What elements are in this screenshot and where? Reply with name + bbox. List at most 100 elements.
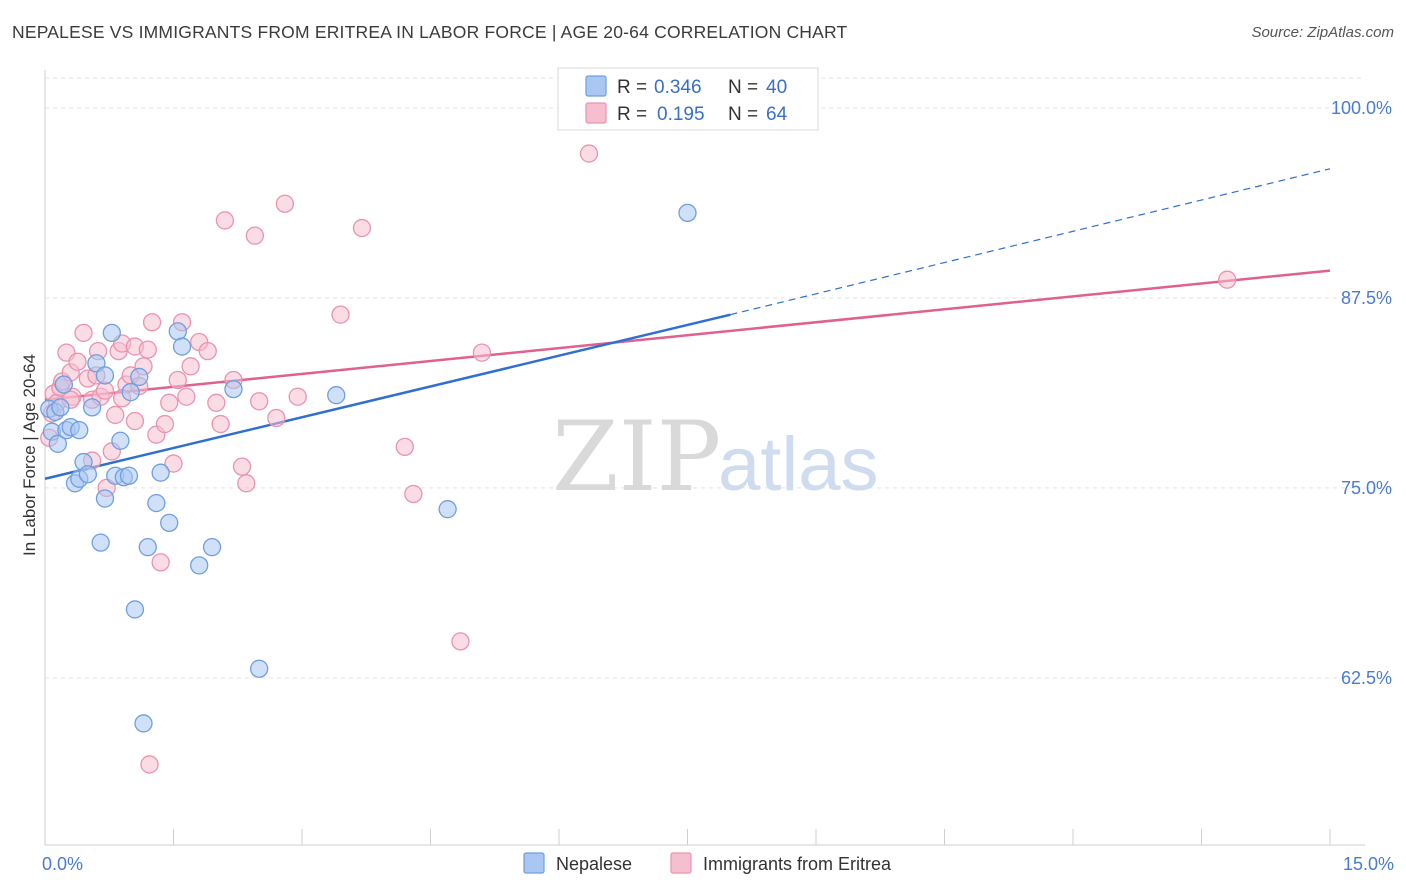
bottom-legend-swatch-nepalese	[523, 852, 545, 874]
point-nepalese	[95, 366, 115, 385]
point-nepalese	[224, 379, 243, 399]
point-eritrea	[472, 343, 492, 362]
point-nepalese	[168, 322, 187, 341]
trendline-nepalese	[44, 313, 731, 480]
point-nepalese	[327, 386, 346, 405]
legend-r-value-eritrea: 0.195	[657, 104, 705, 125]
watermark-atlas: atlas	[718, 422, 879, 507]
legend-top: R = 0.346 N = 40 R = 0.195 N = 64	[557, 67, 819, 131]
y-tick-label: 62.5%	[1341, 668, 1392, 688]
legend-swatch-eritrea	[585, 102, 607, 124]
point-nepalese	[119, 466, 139, 485]
watermark-zip: ZIP	[552, 401, 721, 513]
point-eritrea	[151, 553, 170, 572]
bottom-legend-label-nepalese: Nepalese	[556, 854, 632, 874]
point-eritrea	[267, 408, 286, 428]
points-layer	[40, 144, 1237, 774]
point-eritrea	[245, 226, 265, 245]
legend-n-label-nepalese: N =	[728, 77, 758, 98]
point-eritrea	[95, 381, 115, 400]
point-nepalese	[48, 434, 67, 453]
y-tick-label: 75.0%	[1341, 478, 1392, 498]
point-eritrea	[579, 144, 599, 163]
trendline-nepalese-extension	[730, 168, 1331, 316]
point-eritrea	[177, 387, 196, 406]
point-nepalese	[138, 538, 157, 557]
point-eritrea	[160, 393, 179, 412]
legend-bottom: Nepalese Immigrants from Eritrea	[523, 852, 892, 874]
point-eritrea	[1218, 270, 1237, 289]
x-tick-label: 0.0%	[42, 854, 83, 874]
point-nepalese	[125, 600, 145, 619]
point-nepalese	[51, 398, 70, 417]
point-nepalese	[78, 465, 97, 484]
point-eritrea	[140, 755, 159, 774]
point-nepalese	[91, 533, 110, 552]
legend-n-value-eritrea: 64	[766, 104, 788, 125]
point-eritrea	[106, 405, 125, 425]
axes-layer: 62.5% 75.0% 87.5% 100.0% 0.0% 15.0%	[42, 70, 1394, 874]
point-eritrea	[211, 414, 230, 434]
point-nepalese	[190, 556, 209, 575]
point-nepalese	[70, 420, 89, 440]
point-nepalese	[95, 489, 115, 508]
point-nepalese	[160, 513, 179, 532]
point-nepalese	[102, 323, 121, 343]
point-eritrea	[207, 393, 226, 412]
legend-r-label-nepalese: R =	[617, 77, 647, 98]
legend-r-value-nepalese: 0.346	[654, 77, 702, 98]
chart-title: NEPALESE VS IMMIGRANTS FROM ERITREA IN L…	[12, 22, 848, 42]
point-nepalese	[134, 714, 153, 733]
trend-layer	[44, 168, 1331, 480]
point-eritrea	[288, 387, 307, 406]
legend-n-label-eritrea: N =	[728, 104, 758, 125]
point-eritrea	[215, 211, 235, 230]
bottom-legend-label-eritrea: Immigrants from Eritrea	[703, 854, 892, 874]
point-eritrea	[74, 323, 93, 343]
point-nepalese	[202, 538, 222, 557]
point-eritrea	[237, 474, 256, 493]
point-nepalese	[678, 203, 697, 222]
source-label: Source: ZipAtlas.com	[1251, 24, 1394, 41]
point-nepalese	[82, 398, 102, 417]
point-eritrea	[68, 352, 87, 371]
point-eritrea	[181, 357, 200, 376]
point-eritrea	[232, 457, 252, 476]
point-eritrea	[275, 194, 295, 213]
point-nepalese	[111, 431, 130, 450]
point-eritrea	[168, 370, 187, 390]
y-tick-label: 87.5%	[1341, 288, 1392, 308]
point-eritrea	[451, 632, 470, 651]
point-nepalese	[250, 659, 269, 678]
point-nepalese	[147, 493, 166, 513]
point-eritrea	[404, 484, 423, 504]
point-nepalese	[121, 383, 140, 402]
grid-layer	[45, 77, 1365, 679]
bottom-legend-swatch-eritrea	[670, 852, 692, 874]
x-tick-label: 15.0%	[1343, 854, 1394, 874]
legend-swatch-nepalese	[585, 75, 607, 97]
point-nepalese	[54, 375, 73, 394]
point-eritrea	[142, 313, 162, 332]
point-nepalese	[438, 500, 457, 519]
watermark: ZIP atlas	[552, 401, 879, 513]
point-eritrea	[138, 340, 157, 359]
point-nepalese	[151, 463, 170, 482]
point-eritrea	[331, 305, 350, 324]
point-eritrea	[198, 341, 217, 361]
point-eritrea	[155, 414, 175, 434]
legend-n-value-nepalese: 40	[766, 77, 787, 98]
trendline-eritrea	[44, 269, 1331, 401]
point-nepalese	[130, 367, 149, 387]
y-tick-label: 100.0%	[1331, 98, 1392, 118]
point-eritrea	[395, 437, 414, 457]
point-eritrea	[164, 454, 183, 473]
point-nepalese	[172, 337, 192, 356]
point-eritrea	[250, 392, 269, 411]
y-axis-title: In Labor Force | Age 20-64	[20, 354, 39, 556]
legend-r-label-eritrea: R =	[617, 104, 647, 125]
y-axis-title-group: In Labor Force | Age 20-64	[20, 354, 39, 556]
point-eritrea	[125, 411, 145, 431]
point-eritrea	[352, 218, 372, 238]
